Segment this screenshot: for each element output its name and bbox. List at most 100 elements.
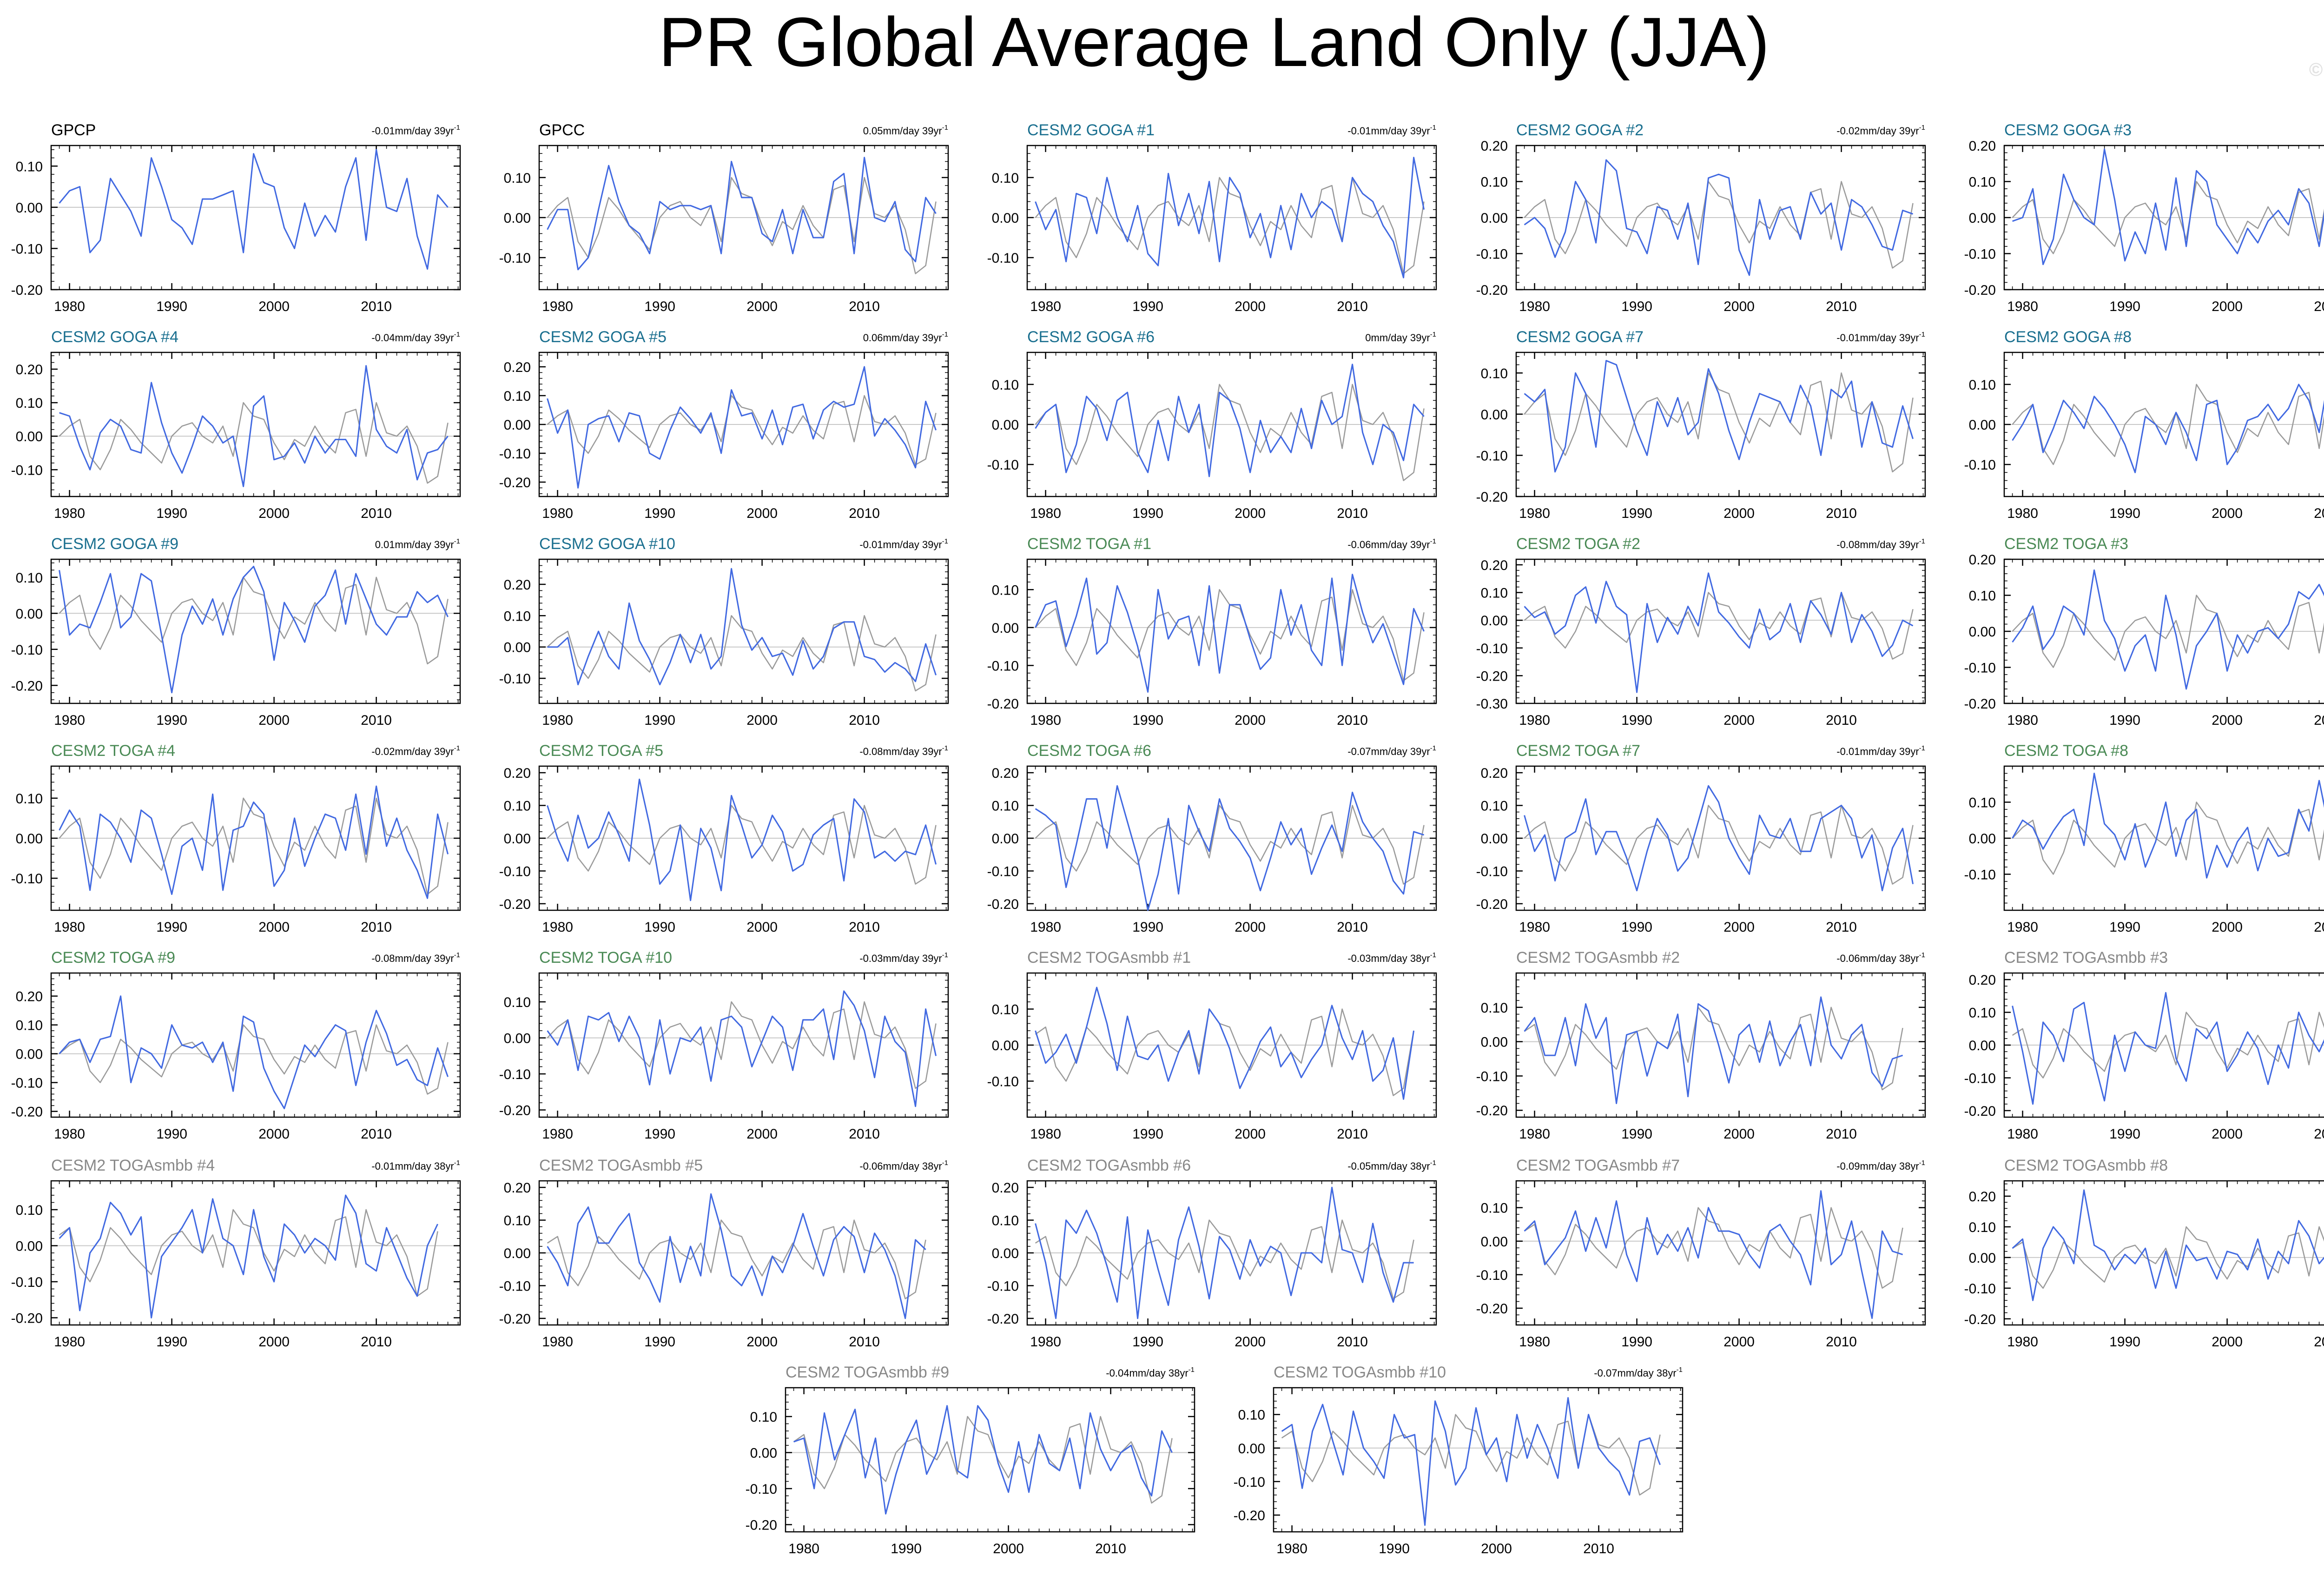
x-tick-label: 2000 <box>1723 920 1755 935</box>
y-tick-label: 0.00 <box>16 1239 43 1254</box>
panel-title: CESM2 GOGA #9 <box>51 535 178 553</box>
x-tick-label: 2000 <box>2212 506 2243 521</box>
x-tick-label: 2000 <box>2212 920 2243 935</box>
y-tick-label: 0.00 <box>16 429 43 444</box>
series-line-model <box>1035 785 1425 911</box>
y-tick-label: -0.20 <box>1964 283 1996 298</box>
x-tick-label: 2000 <box>2212 713 2243 728</box>
x-tick-label: 1980 <box>1519 1334 1550 1350</box>
chart-panel: 0.20 0.10 0.00 -0.10 -0.20 1980 1990 2000 2010 CE… <box>1964 949 2324 1142</box>
x-tick-label: 1980 <box>542 920 573 935</box>
chart-panel: 0.10 0.00 -0.10 1980 1990 2000 2010 CESM2 TOGA … <box>1964 742 2324 935</box>
x-tick-label: 1980 <box>54 299 85 314</box>
plot-frame <box>2003 1180 2324 1326</box>
x-tick-label: 1990 <box>2109 920 2140 935</box>
x-tick-label: 1990 <box>1621 506 1652 521</box>
x-tick-label: 1990 <box>1621 920 1652 935</box>
x-tick-label: 2010 <box>2314 1334 2324 1350</box>
x-tick-label: 2000 <box>258 506 290 521</box>
panel-title: CESM2 TOGAsmbb #2 <box>1516 949 1680 967</box>
trend-label: -0.08mm/day 39yr-1 <box>1836 537 1925 550</box>
y-tick-label: -0.20 <box>499 475 531 490</box>
x-tick-label: 2000 <box>258 920 290 935</box>
panel-title: CESM2 GOGA #1 <box>1027 121 1155 139</box>
x-tick-label: 1990 <box>1621 1126 1652 1142</box>
chart-panel: 0.20 0.10 0.00 -0.10 -0.20 1980 1990 2000 2010 CE… <box>1476 121 1926 314</box>
y-tick-label: 0.20 <box>1481 139 1508 154</box>
series-line-model <box>1524 360 1914 473</box>
x-tick-label: 2000 <box>2212 1126 2243 1142</box>
panel-title: CESM2 TOGAsmbb #5 <box>539 1157 703 1174</box>
y-tick-label: 0.00 <box>1969 624 1996 640</box>
x-tick-label: 2000 <box>1235 506 1266 521</box>
x-tick-label: 1980 <box>542 713 573 728</box>
y-tick-label: 0.20 <box>504 1180 531 1196</box>
x-tick-label: 1980 <box>1519 299 1550 314</box>
x-tick-label: 1980 <box>1519 920 1550 935</box>
y-tick-label: 0.10 <box>16 1018 43 1033</box>
panel-title: CESM2 TOGA #6 <box>1027 742 1151 760</box>
y-tick-label: 0.00 <box>1969 211 1996 226</box>
panel-title: CESM2 TOGAsmbb #9 <box>786 1364 949 1381</box>
y-tick-label: -0.10 <box>987 251 1019 266</box>
panel-title: CESM2 TOGA #3 <box>2004 535 2128 553</box>
x-tick-label: 1980 <box>2007 920 2038 935</box>
y-tick-label: 0.10 <box>16 570 43 586</box>
x-tick-label: 2010 <box>1826 920 1857 935</box>
x-tick-label: 1980 <box>1030 299 1061 314</box>
y-tick-label: 0.10 <box>1481 799 1508 814</box>
series-line-model <box>2012 569 2324 690</box>
panel-title: CESM2 TOGAsmbb #1 <box>1027 949 1191 967</box>
y-tick-label: -0.20 <box>11 1311 43 1326</box>
x-tick-label: 2000 <box>258 1126 290 1142</box>
x-tick-label: 2010 <box>1337 299 1368 314</box>
y-tick-label: -0.20 <box>1964 696 1996 712</box>
chart-panel: 0.20 0.10 0.00 -0.10 -0.20 1980 1990 2000 2010 CE… <box>1964 535 2324 728</box>
x-tick-label: 2010 <box>2314 920 2324 935</box>
x-tick-label: 1990 <box>2109 506 2140 521</box>
panel-title: CESM2 GOGA #2 <box>1516 121 1644 139</box>
y-tick-label: -0.20 <box>987 897 1019 912</box>
x-tick-label: 2010 <box>2314 299 2324 314</box>
y-tick-label: -0.10 <box>987 1278 1019 1294</box>
trend-label: 0.01mm/day 39yr-1 <box>375 537 460 550</box>
x-tick-label: 2010 <box>361 713 392 728</box>
x-tick-label: 2010 <box>1826 1126 1857 1142</box>
chart-panel: 0.20 0.10 0.00 -0.10 -0.20 1980 1990 2000 2010 CE… <box>987 742 1437 935</box>
chart-panel: 0.20 0.10 0.00 -0.10 -0.20 1980 1990 2000 2010 CE… <box>1964 1157 2324 1350</box>
series-line-reference <box>59 1024 449 1095</box>
y-tick-label: -0.20 <box>1234 1508 1265 1523</box>
y-tick-label: 0.20 <box>504 360 531 375</box>
y-tick-label: -0.30 <box>1476 696 1508 712</box>
y-tick-label: 0.00 <box>992 1038 1019 1053</box>
plot-frame <box>1515 1180 1926 1326</box>
x-tick-label: 2010 <box>1826 713 1857 728</box>
panel-title: CESM2 TOGAsmbb #8 <box>2004 1157 2168 1174</box>
x-tick-label: 1980 <box>1030 713 1061 728</box>
x-tick-label: 1980 <box>1030 920 1061 935</box>
x-tick-label: 2010 <box>1583 1541 1614 1556</box>
chart-panel: 0.10 0.00 -0.10 -0.20 1980 1990 2000 2010 CESM2 … <box>11 1157 461 1350</box>
y-tick-label: -0.10 <box>11 1076 43 1091</box>
y-tick-label: 0.20 <box>504 577 531 593</box>
series-line-model <box>793 1405 1173 1515</box>
y-tick-label: -0.10 <box>499 446 531 462</box>
series-line-reference <box>1035 805 1425 885</box>
trend-label: -0.01mm/day 39yr-1 <box>1836 744 1925 757</box>
chart-panel: 0.10 0.00 -0.10 1980 1990 2000 2010 GPCC 0.05mm/… <box>499 121 949 314</box>
series-line-reference <box>59 1209 438 1297</box>
plot-frame <box>1273 1387 1684 1533</box>
x-tick-label: 1990 <box>2109 1126 2140 1142</box>
series-line-reference <box>2012 181 2324 254</box>
x-tick-label: 2010 <box>1337 1126 1368 1142</box>
y-tick-label: 0.10 <box>750 1410 777 1425</box>
y-tick-label: -0.10 <box>11 463 43 478</box>
series-line-model <box>1524 159 1914 276</box>
x-tick-label: 2010 <box>849 506 880 521</box>
y-tick-label: -0.10 <box>1234 1475 1265 1490</box>
chart-panel: 0.10 0.00 -0.10 1980 1990 2000 2010 CESM2 GOGA … <box>987 328 1437 521</box>
y-tick-label: -0.20 <box>1476 1301 1508 1317</box>
panel-title: CESM2 TOGA #1 <box>1027 535 1151 553</box>
y-tick-label: 0.10 <box>992 171 1019 186</box>
chart-panel: 0.20 0.10 0.00 -0.10 -0.20 1980 1990 2000 2010 CE… <box>1476 742 1926 935</box>
